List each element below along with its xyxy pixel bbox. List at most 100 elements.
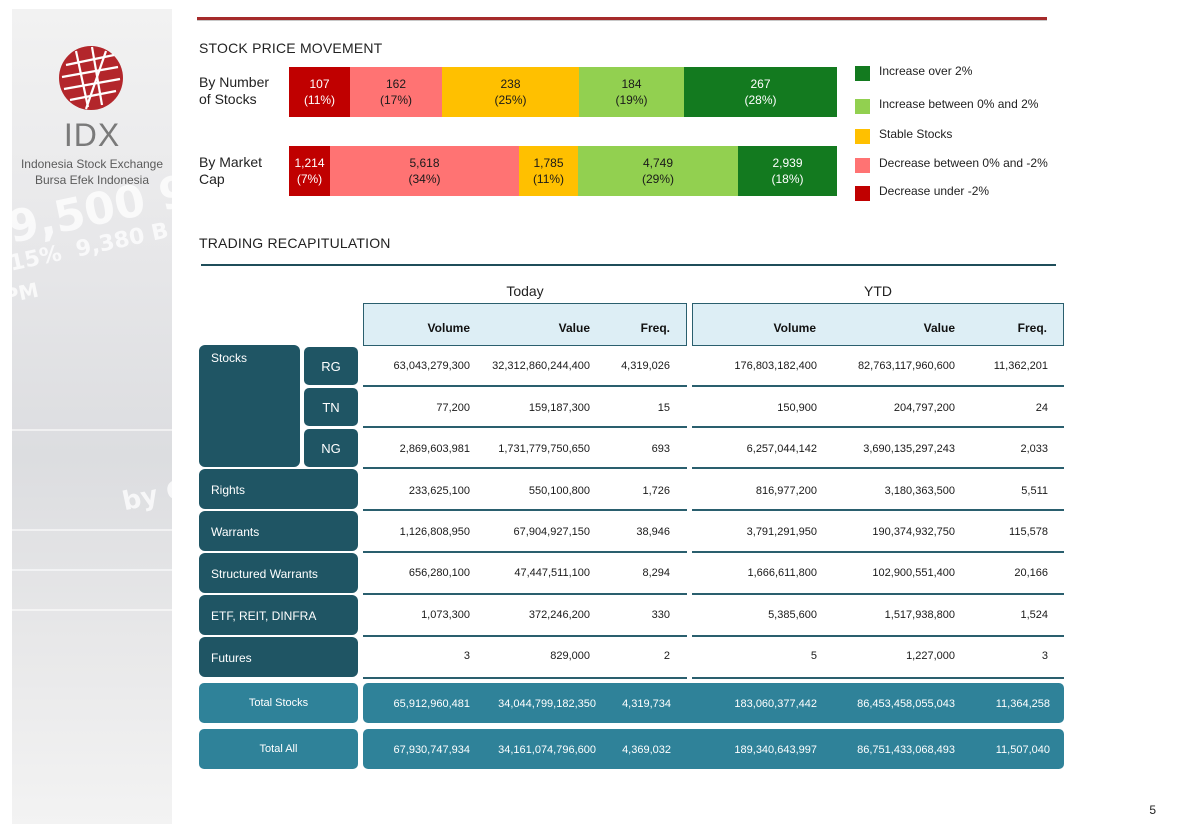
legend-swatch bbox=[855, 129, 870, 144]
segment-stable: 238 (25%) bbox=[442, 67, 579, 117]
cell-ytd-volume: 816,977,200 bbox=[755, 485, 817, 497]
row-divider bbox=[692, 467, 1064, 469]
category-rights: Rights bbox=[199, 469, 358, 509]
today-column-header: Volume Value Freq. bbox=[363, 303, 687, 346]
cell-ytd-freq: 20,166 bbox=[1014, 567, 1048, 579]
cell-today-freq: 38,946 bbox=[636, 526, 670, 538]
period-ytd-heading: YTD bbox=[864, 283, 892, 299]
category-label: Stocks bbox=[211, 351, 248, 365]
by-market-cap-stacked-bar: 1,214 (7%) 5,618 (34%) 1,785 (11%) 4,749… bbox=[289, 146, 837, 196]
segment-decrease-0-2: 5,618 (34%) bbox=[330, 146, 519, 196]
row-divider bbox=[692, 509, 1064, 511]
header-rule-shadow bbox=[197, 20, 1047, 21]
segment-value: 238 bbox=[500, 77, 521, 91]
background-line bbox=[12, 429, 172, 431]
legend-swatch bbox=[855, 99, 870, 114]
cell-ytd-freq: 24 bbox=[1035, 402, 1048, 414]
cell-today-volume: 2,869,603,981 bbox=[399, 443, 470, 455]
category-label: Futures bbox=[211, 651, 252, 665]
legend-label: Increase over 2% bbox=[879, 64, 973, 78]
category-futures: Futures bbox=[199, 637, 358, 677]
legend-swatch bbox=[855, 186, 870, 201]
total-stocks-ytd-value: 86,453,458,055,043 bbox=[857, 698, 955, 710]
category-etf-reit-dinfra: ETF, REIT, DINFRA bbox=[199, 595, 358, 635]
price-movement-title: STOCK PRICE MOVEMENT bbox=[199, 40, 383, 56]
cell-today-value: 372,246,200 bbox=[528, 609, 590, 621]
total-all-today-freq: 4,369,032 bbox=[622, 744, 671, 756]
category-structured-warrants: Structured Warrants bbox=[199, 553, 358, 593]
brand-subtitle-local: Bursa Efek Indonesia bbox=[34, 173, 150, 187]
total-all-today-value: 34,161,074,796,600 bbox=[498, 744, 596, 756]
total-all-ytd-value: 86,751,433,068,493 bbox=[857, 744, 955, 756]
category-label: Warrants bbox=[211, 525, 260, 539]
cell-today-volume: 656,280,100 bbox=[408, 567, 470, 579]
legend-item: Decrease under -2% bbox=[855, 184, 1075, 201]
segment-percent: (25%) bbox=[494, 93, 527, 107]
cell-today-volume: 233,625,100 bbox=[408, 485, 470, 497]
segment-percent: (19%) bbox=[615, 93, 648, 107]
segment-decrease-under-2: 107 (11%) bbox=[289, 67, 350, 117]
cell-today-freq: 4,319,026 bbox=[621, 360, 670, 372]
total-all-ytd-volume: 189,340,643,997 bbox=[734, 744, 817, 756]
cell-today-volume: 1,126,808,950 bbox=[399, 526, 470, 538]
trading-recap-title: TRADING RECAPITULATION bbox=[199, 235, 391, 251]
cell-today-value: 32,312,860,244,400 bbox=[492, 360, 590, 372]
cell-today-freq: 693 bbox=[651, 443, 670, 455]
segment-stable: 1,785 (11%) bbox=[519, 146, 578, 196]
total-stocks-ytd-volume: 183,060,377,442 bbox=[734, 698, 817, 710]
segment-increase-over-2: 267 (28%) bbox=[684, 67, 837, 117]
total-stocks-today-freq: 4,319,734 bbox=[622, 698, 671, 710]
col-header-value: Value bbox=[923, 321, 955, 335]
by-market-cap-label-line1: By Market bbox=[199, 154, 263, 170]
by-number-label-line1: By Number bbox=[199, 74, 270, 90]
period-today-heading: Today bbox=[506, 283, 544, 299]
cell-ytd-value: 204,797,200 bbox=[893, 402, 955, 414]
by-number-label-line2: of Stocks bbox=[199, 91, 257, 107]
cell-ytd-freq: 115,578 bbox=[1009, 526, 1048, 538]
legend-label: Increase between 0% and 2% bbox=[879, 97, 1039, 111]
row-divider bbox=[692, 635, 1064, 637]
col-header-freq: Freq. bbox=[1017, 321, 1047, 335]
segment-percent: (11%) bbox=[532, 172, 565, 186]
row-divider bbox=[692, 677, 1064, 679]
cell-today-freq: 15 bbox=[657, 402, 670, 414]
background-line bbox=[12, 569, 172, 571]
cell-today-freq: 8,294 bbox=[642, 567, 670, 579]
cell-ytd-freq: 11,362,201 bbox=[993, 360, 1048, 372]
cell-today-value: 47,447,511,100 bbox=[514, 567, 590, 579]
cell-ytd-value: 1,517,938,800 bbox=[884, 609, 955, 621]
row-divider bbox=[363, 635, 687, 637]
cell-ytd-freq: 5,511 bbox=[1021, 485, 1048, 497]
total-stocks-today-value: 34,044,799,182,350 bbox=[498, 698, 596, 710]
sub-board-rg: RG bbox=[304, 347, 358, 385]
cell-ytd-value: 3,180,363,500 bbox=[884, 485, 955, 497]
segment-value: 1,785 bbox=[533, 156, 564, 170]
legend-item: Stable Stocks bbox=[855, 127, 1075, 144]
segment-value: 5,618 bbox=[409, 156, 440, 170]
cell-ytd-volume: 6,257,044,142 bbox=[746, 443, 817, 455]
cell-ytd-volume: 3,791,291,950 bbox=[746, 526, 817, 538]
category-warrants: Warrants bbox=[199, 511, 358, 551]
segment-value: 2,939 bbox=[772, 156, 803, 170]
cell-ytd-volume: 150,900 bbox=[777, 402, 817, 414]
cell-ytd-volume: 5 bbox=[810, 650, 817, 662]
col-header-volume: Volume bbox=[773, 321, 816, 335]
background-ticker-graphic: by Ch bbox=[119, 470, 172, 518]
legend-item: Decrease between 0% and -2% bbox=[855, 156, 1075, 173]
by-number-label: By Number of Stocks bbox=[199, 74, 269, 108]
row-divider bbox=[692, 385, 1064, 387]
category-stocks: Stocks bbox=[199, 345, 300, 467]
brand-subtitle: Indonesia Stock Exchange bbox=[20, 157, 164, 171]
ytd-column-header: Volume Value Freq. bbox=[692, 303, 1064, 346]
background-line bbox=[12, 609, 172, 611]
segment-increase-0-2: 4,749 (29%) bbox=[578, 146, 738, 196]
by-market-cap-label: By Market Cap bbox=[199, 154, 262, 188]
background-line bbox=[12, 529, 172, 531]
category-label: ETF, REIT, DINFRA bbox=[211, 609, 317, 623]
cell-ytd-value: 1,227,000 bbox=[906, 650, 955, 662]
by-market-cap-label-line2: Cap bbox=[199, 171, 225, 187]
segment-decrease-under-2: 1,214 (7%) bbox=[289, 146, 330, 196]
row-divider bbox=[363, 551, 687, 553]
row-divider bbox=[692, 551, 1064, 553]
segment-increase-0-2: 184 (19%) bbox=[579, 67, 684, 117]
